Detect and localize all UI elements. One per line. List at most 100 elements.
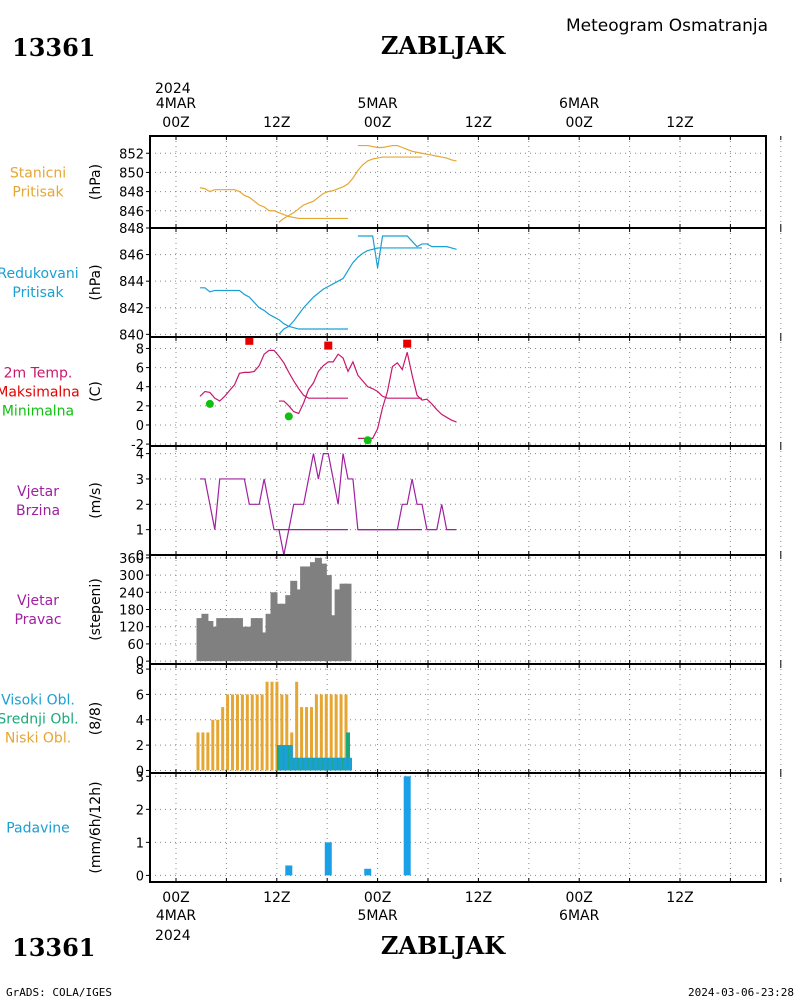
y-tick-label: 8: [136, 342, 144, 357]
bar-mark: [295, 589, 303, 662]
bar-mark: [334, 589, 342, 662]
panel-4: 0 1 2 3 4 (m/s) Vjetar Brzina: [16, 445, 782, 564]
series-line: [357, 478, 457, 531]
bar-mark: [314, 557, 322, 662]
tick-label-bottom: 12Z: [263, 890, 290, 906]
y-tick-label: 8: [136, 663, 144, 678]
tick-label-top: 12Z: [666, 115, 693, 131]
tick-label-top: 00Z: [565, 115, 592, 131]
y-tick-label: 60: [127, 638, 144, 653]
station-name-top: ZABLJAK: [381, 31, 506, 60]
bar-mark: [206, 620, 214, 662]
y-tick-label: 1: [136, 524, 144, 539]
y-tick-label: 850: [119, 166, 144, 181]
panel-label: Brzina: [16, 503, 60, 519]
day-label-bottom: 4MAR: [156, 908, 197, 924]
panel-frame: [149, 772, 767, 883]
y-tick-label: 2: [136, 400, 144, 415]
panel-label: Minimalna: [2, 404, 74, 420]
bar-mark: [290, 580, 298, 662]
y-tick-label: 4: [136, 381, 144, 396]
axis-ylabel: (hPa): [88, 164, 104, 200]
max-temp-marker: [324, 341, 333, 350]
y-tick-label: 4: [136, 714, 144, 729]
bar-mark: [364, 868, 372, 876]
bar-mark: [285, 865, 293, 876]
axis-ylabel: (m/s): [88, 482, 104, 519]
day-label-top: 6MAR: [559, 96, 600, 112]
bar-mark: [196, 732, 200, 771]
axis-ylabel: (hPa): [88, 264, 104, 300]
y-tick-label: 3: [136, 473, 144, 488]
y-tick-label: 846: [119, 249, 144, 264]
y-tick-label: 848: [119, 222, 144, 237]
bar-mark: [283, 745, 288, 771]
bar-mark: [201, 732, 205, 771]
bar-mark: [240, 694, 244, 771]
max-temp-marker: [403, 339, 412, 348]
tick-label-top: 00Z: [364, 115, 391, 131]
tick-label-bottom: 00Z: [364, 890, 391, 906]
y-tick-label: 3: [136, 770, 144, 785]
panel-label: Niski Obl.: [5, 731, 71, 747]
bar-mark: [288, 745, 293, 771]
y-tick-label: 6: [136, 688, 144, 703]
bar-mark: [309, 562, 317, 662]
bar-mark: [270, 592, 278, 662]
bar-mark: [324, 694, 328, 771]
bar-mark: [216, 618, 224, 662]
bar-mark: [211, 719, 215, 771]
bar-mark: [298, 757, 303, 771]
bar-mark: [255, 618, 263, 662]
bar-mark: [265, 613, 273, 662]
bar-mark: [346, 732, 350, 771]
y-tick-label: 300: [119, 569, 144, 584]
panel-frame: [149, 445, 767, 556]
year-label-bottom: 2024: [155, 928, 191, 944]
bar-mark: [334, 694, 338, 771]
panel-label: Srednji Obl.: [0, 712, 79, 728]
bar-mark: [245, 694, 249, 771]
y-tick-label: 2: [136, 498, 144, 513]
panel-label: Vjetar: [17, 484, 59, 500]
bar-mark: [339, 583, 347, 662]
series-line: [357, 144, 457, 162]
bar-mark: [305, 566, 313, 662]
panel-3: -2 0 2 4 6 8 (C) 2m Temp. Maksimalna Minimalna: [0, 336, 782, 453]
bar-mark: [329, 615, 337, 662]
panel-6: 0 2 4 6 8 (8/8) Visoki Obl. Srednji Obl. Niski O…: [0, 663, 782, 779]
y-tick-label: -2: [131, 438, 144, 453]
station-name-bottom: ZABLJAK: [381, 931, 506, 960]
bar-mark: [216, 719, 220, 771]
footer-credit: GrADS: COLA/IGES: [6, 986, 112, 999]
footer-timestamp: 2024-03-06-23:28: [688, 986, 794, 999]
panel-label: Pravac: [14, 612, 61, 628]
bar-mark: [201, 613, 209, 662]
bar-mark: [275, 603, 283, 662]
panel-label: Padavine: [6, 821, 70, 837]
y-tick-label: 0: [136, 764, 144, 779]
bar-mark: [319, 563, 327, 662]
panel-5: 0 60 120 180 240 300 360 (stepeni) Vjetar Pravac: [14, 552, 782, 670]
chart-subtitle: Meteogram Osmatranja: [566, 16, 768, 36]
tick-label-bottom: 12Z: [666, 890, 693, 906]
station-id-top: 13361: [12, 33, 96, 62]
bar-mark: [231, 618, 239, 662]
axis-ylabel: (mm/6h/12h): [88, 781, 104, 873]
bar-mark: [231, 694, 235, 771]
panel-1: 846 848 850 852 (hPa) Stanicni Pritisak: [10, 135, 782, 229]
y-tick-label: 6: [136, 362, 144, 377]
bar-mark: [226, 694, 230, 771]
bar-mark: [318, 757, 323, 771]
bar-mark: [329, 694, 333, 771]
axis-ylabel: (8/8): [88, 702, 104, 735]
y-tick-label: 0: [136, 869, 144, 884]
day-label-top: 5MAR: [357, 96, 398, 112]
tick-label-bottom: 00Z: [565, 890, 592, 906]
bar-mark: [250, 618, 258, 662]
y-tick-label: 120: [119, 621, 144, 636]
y-tick-label: 180: [119, 604, 144, 619]
panel-2: 840 842 844 846 848 (hPa) Redukovani Pritisak: [0, 222, 782, 343]
